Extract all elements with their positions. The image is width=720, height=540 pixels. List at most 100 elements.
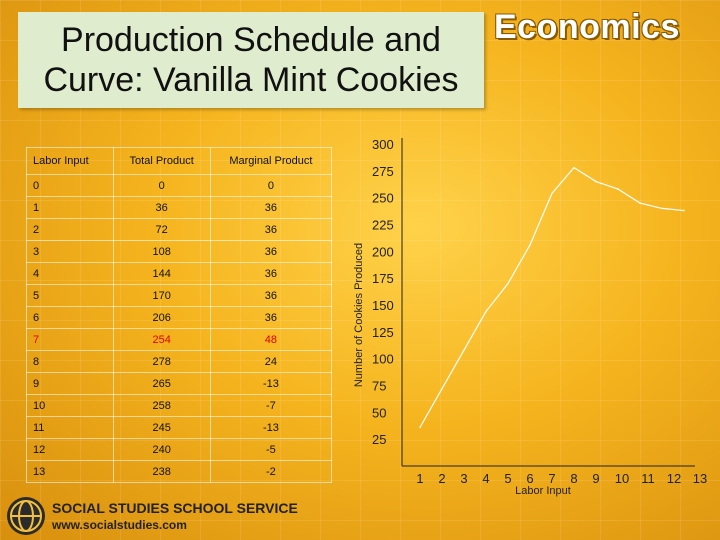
data-point [617, 188, 619, 190]
total-product-line [419, 166, 685, 428]
table-row: 3 108 36 [26, 240, 333, 263]
cell-labor-input: 10 [26, 394, 114, 417]
data-point [551, 192, 553, 195]
cell-total-product: 240 [112, 438, 211, 461]
cell-labor-input: 1 [26, 196, 114, 219]
y-tick-label: 300 [372, 137, 394, 152]
data-point [683, 209, 685, 212]
table-row: 9 265 -13 [26, 372, 333, 395]
cell-labor-input: 11 [26, 416, 114, 439]
x-tick-label: 10 [615, 471, 629, 486]
table-row: 11 245 -13 [26, 416, 333, 439]
title-box: Production Schedule and Curve: Vanilla M… [18, 12, 484, 108]
table-header-row: Labor Input Total Product Marginal Produ… [26, 147, 333, 175]
x-tick-label: 6 [526, 471, 533, 486]
data-point [639, 202, 641, 204]
x-tick-label: 4 [482, 471, 489, 486]
x-tick-label: 12 [667, 471, 681, 486]
x-axis-label: Labor Input [515, 485, 571, 497]
header-marginal-product: Marginal Product [209, 147, 333, 175]
table-row: 10 258 -7 [26, 394, 333, 417]
y-tick-label: 275 [372, 164, 394, 179]
y-tick-label: 225 [372, 218, 394, 233]
cell-marginal-product: 36 [209, 218, 333, 241]
economics-logo: Economics [494, 8, 680, 46]
cell-labor-input: 0 [26, 174, 114, 197]
data-point [419, 426, 421, 429]
cell-total-product: 206 [112, 306, 211, 329]
y-tick-label: 100 [372, 352, 394, 367]
cell-total-product: 245 [112, 416, 211, 439]
cell-marginal-product: 0 [209, 174, 333, 197]
table-row: 4 144 36 [26, 262, 333, 285]
cell-marginal-product: 36 [209, 240, 333, 263]
cell-total-product: 108 [112, 240, 211, 263]
cell-labor-input: 13 [26, 460, 114, 483]
cell-marginal-product: -13 [209, 416, 333, 439]
cell-total-product: 170 [112, 284, 211, 307]
cell-total-product: 265 [112, 372, 211, 395]
y-tick-label: 125 [372, 325, 394, 340]
x-tick-label: 1 [416, 471, 423, 486]
cell-labor-input: 6 [26, 306, 114, 329]
cell-total-product: 144 [112, 262, 211, 285]
cell-labor-input: 2 [26, 218, 114, 241]
production-schedule-table: Labor Input Total Product Marginal Produ… [26, 147, 333, 483]
cell-labor-input: 9 [26, 372, 114, 395]
table-row: 2 72 36 [26, 218, 333, 241]
cell-labor-input: 4 [26, 262, 114, 285]
cell-marginal-product: -13 [209, 372, 333, 395]
cell-labor-input: 12 [26, 438, 114, 461]
x-tick-label: 3 [460, 471, 467, 486]
x-tick-label: 13 [693, 471, 707, 486]
cell-marginal-product: -5 [209, 438, 333, 461]
y-tick-label: 150 [372, 298, 394, 313]
x-tick-label: 11 [641, 471, 655, 486]
data-point [507, 282, 509, 285]
cell-marginal-product: 24 [209, 350, 333, 373]
y-tick-label: 75 [372, 379, 386, 394]
cell-labor-input: 7 [26, 328, 114, 351]
cell-labor-input: 8 [26, 350, 114, 373]
data-point [485, 310, 487, 313]
cell-total-product: 258 [112, 394, 211, 417]
cell-total-product: 72 [112, 218, 211, 241]
header-total-product: Total Product [112, 147, 211, 175]
table-row: 8 278 24 [26, 350, 333, 373]
x-tick-label: 8 [570, 471, 577, 486]
x-tick-label: 2 [438, 471, 445, 486]
y-tick-label: 175 [372, 271, 394, 286]
cell-marginal-product: 36 [209, 284, 333, 307]
cell-marginal-product: 36 [209, 262, 333, 285]
table-row: 12 240 -5 [26, 438, 333, 461]
cell-labor-input: 3 [26, 240, 114, 263]
title-line-2: Curve: Vanilla Mint Cookies [43, 61, 459, 99]
x-tick-label: 5 [504, 471, 511, 486]
cell-total-product: 36 [112, 196, 211, 219]
table-row: 5 170 36 [26, 284, 333, 307]
cell-total-product: 0 [112, 174, 211, 197]
data-point [441, 387, 443, 390]
data-point [463, 349, 465, 351]
data-point [529, 244, 531, 246]
table-row: 6 206 36 [26, 306, 333, 329]
data-point [573, 166, 575, 169]
publisher-url[interactable]: www.socialstudies.com [52, 518, 187, 532]
cell-total-product: 278 [112, 350, 211, 373]
title-line-1: Production Schedule and [61, 21, 441, 59]
y-tick-label: 250 [372, 191, 394, 206]
cell-total-product: 254 [112, 328, 211, 351]
y-tick-label: 200 [372, 244, 394, 259]
publisher-name: SOCIAL STUDIES SCHOOL SERVICE [52, 500, 298, 516]
data-point [595, 180, 597, 183]
cell-marginal-product: -7 [209, 394, 333, 417]
cell-labor-input: 5 [26, 284, 114, 307]
y-axis-label: Number of Cookies Produced [353, 243, 365, 387]
table-row: 13 238 -2 [26, 460, 333, 483]
cell-marginal-product: -2 [209, 460, 333, 483]
header-labor-input: Labor Input [26, 147, 114, 175]
x-tick-label: 9 [592, 471, 599, 486]
x-tick-label: 7 [548, 471, 555, 486]
